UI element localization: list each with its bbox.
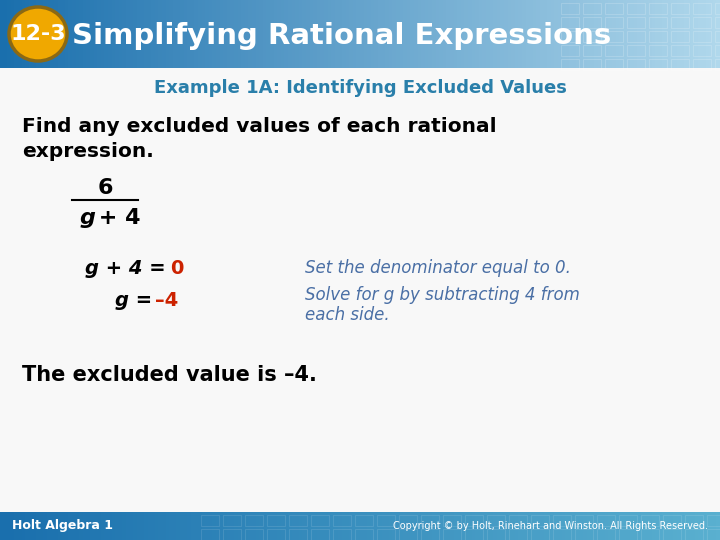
Text: 12-3: 12-3 xyxy=(10,24,66,44)
Text: 6: 6 xyxy=(97,178,113,198)
Text: expression.: expression. xyxy=(22,142,154,161)
Ellipse shape xyxy=(9,7,67,61)
Text: g: g xyxy=(80,208,96,228)
Text: Find any excluded values of each rational: Find any excluded values of each rationa… xyxy=(22,117,497,136)
Text: g + 4 =: g + 4 = xyxy=(85,259,172,278)
Text: Set the denominator equal to 0.: Set the denominator equal to 0. xyxy=(305,259,571,277)
Text: Copyright © by Holt, Rinehart and Winston. All Rights Reserved.: Copyright © by Holt, Rinehart and Winsto… xyxy=(393,521,708,531)
Text: + 4: + 4 xyxy=(91,208,140,228)
Text: g =: g = xyxy=(115,291,159,309)
Text: Example 1A: Identifying Excluded Values: Example 1A: Identifying Excluded Values xyxy=(153,79,567,97)
Text: Simplifying Rational Expressions: Simplifying Rational Expressions xyxy=(72,22,611,50)
Text: Holt Algebra 1: Holt Algebra 1 xyxy=(12,519,113,532)
Text: 0: 0 xyxy=(170,259,184,278)
Text: each side.: each side. xyxy=(305,306,390,324)
Text: The excluded value is –4.: The excluded value is –4. xyxy=(22,365,317,385)
Text: Solve for g by subtracting 4 from: Solve for g by subtracting 4 from xyxy=(305,286,580,304)
Text: –4: –4 xyxy=(155,291,179,309)
